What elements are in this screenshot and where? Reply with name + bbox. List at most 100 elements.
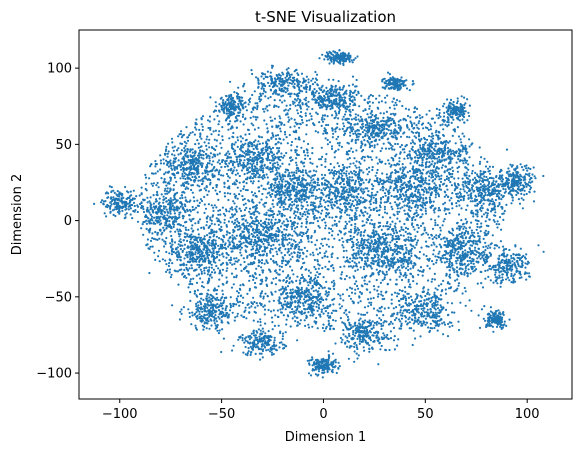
scatter-point xyxy=(242,123,245,126)
scatter-point xyxy=(375,206,378,209)
scatter-point xyxy=(215,192,218,195)
scatter-point xyxy=(172,223,175,226)
scatter-point xyxy=(190,257,194,261)
scatter-point xyxy=(287,233,291,236)
scatter-point xyxy=(325,291,328,294)
scatter-point xyxy=(274,138,278,141)
scatter-point xyxy=(200,156,203,159)
scatter-point xyxy=(357,251,360,254)
scatter-point xyxy=(205,266,208,269)
scatter-point xyxy=(439,124,442,127)
scatter-point xyxy=(221,159,224,162)
scatter-point xyxy=(238,111,241,114)
scatter-point xyxy=(211,214,215,217)
scatter-point xyxy=(314,91,317,94)
scatter-point xyxy=(179,241,183,244)
scatter-point xyxy=(156,221,159,224)
scatter-point xyxy=(249,156,252,159)
scatter-point xyxy=(375,171,378,174)
scatter-point xyxy=(212,258,215,261)
scatter-point xyxy=(449,181,452,184)
scatter-point xyxy=(228,243,231,246)
scatter-point xyxy=(190,227,193,230)
scatter-point xyxy=(178,235,181,238)
scatter-point xyxy=(306,151,309,154)
scatter-point xyxy=(375,202,378,205)
scatter-point xyxy=(246,167,249,170)
scatter-point xyxy=(246,303,249,306)
scatter-point xyxy=(222,313,225,316)
scatter-point xyxy=(264,322,267,325)
scatter-point xyxy=(371,150,374,153)
scatter-point xyxy=(241,137,244,140)
scatter-point xyxy=(477,192,480,195)
scatter-point xyxy=(312,169,315,172)
scatter-point xyxy=(174,166,177,169)
scatter-point xyxy=(173,168,176,171)
scatter-point xyxy=(366,102,370,105)
scatter-point xyxy=(413,213,416,216)
scatter-point xyxy=(280,142,283,145)
scatter-point xyxy=(395,103,398,107)
scatter-point xyxy=(394,101,397,104)
scatter-point xyxy=(262,269,265,272)
scatter-point xyxy=(231,311,234,314)
scatter-point xyxy=(320,124,323,127)
scatter-point xyxy=(261,280,264,283)
scatter-point xyxy=(149,196,152,199)
scatter-point xyxy=(383,205,386,208)
scatter-point xyxy=(382,225,385,228)
scatter-point xyxy=(182,155,185,158)
scatter-point xyxy=(177,153,180,156)
scatter-point xyxy=(174,197,177,201)
scatter-point xyxy=(409,120,412,123)
scatter-point xyxy=(121,202,124,205)
scatter-point xyxy=(222,110,225,113)
scatter-point xyxy=(183,247,186,250)
scatter-point xyxy=(435,237,438,240)
scatter-point xyxy=(226,231,229,234)
scatter-point xyxy=(295,123,298,126)
scatter-point xyxy=(235,126,238,129)
scatter-point xyxy=(443,218,446,221)
scatter-point xyxy=(179,259,182,262)
scatter-point xyxy=(169,212,172,215)
scatter-point xyxy=(468,145,471,148)
scatter-point xyxy=(238,158,241,161)
scatter-point xyxy=(216,153,219,156)
scatter-point xyxy=(334,319,337,322)
scatter-point xyxy=(436,224,439,227)
scatter-point xyxy=(369,156,372,159)
scatter-point xyxy=(406,125,409,128)
scatter-point xyxy=(347,265,350,268)
scatter-point xyxy=(434,255,437,258)
scatter-point xyxy=(159,228,162,231)
scatter-point xyxy=(379,224,382,228)
scatter-point xyxy=(318,216,321,219)
scatter-point xyxy=(213,223,216,226)
scatter-point xyxy=(403,222,406,226)
scatter-point xyxy=(109,207,112,210)
scatter-point xyxy=(205,148,208,151)
scatter-point xyxy=(234,316,237,319)
scatter-point xyxy=(174,230,177,233)
scatter-point xyxy=(337,148,340,151)
scatter-point xyxy=(450,175,453,178)
scatter-point xyxy=(201,125,204,128)
scatter-point xyxy=(336,126,339,129)
scatter-point xyxy=(390,298,393,301)
scatter-point xyxy=(357,250,360,253)
scatter-point xyxy=(199,308,202,311)
scatter-point xyxy=(307,100,310,103)
scatter-point xyxy=(343,113,347,116)
chart-title: t-SNE Visualization xyxy=(255,8,396,26)
scatter-point xyxy=(250,243,253,246)
scatter-point xyxy=(217,267,220,270)
scatter-point xyxy=(196,317,199,320)
scatter-point xyxy=(219,272,222,275)
scatter-point xyxy=(311,279,314,282)
scatter-point xyxy=(418,140,421,143)
scatter-point xyxy=(168,182,171,185)
scatter-point xyxy=(251,145,254,148)
scatter-point xyxy=(190,173,193,176)
